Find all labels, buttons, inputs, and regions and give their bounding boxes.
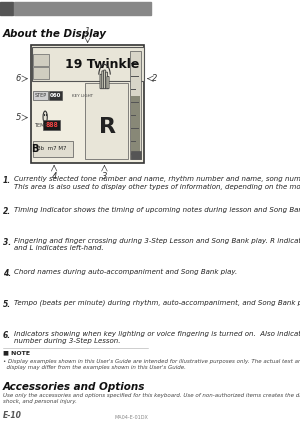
Text: ■ NOTE: ■ NOTE (3, 351, 30, 356)
Text: 888: 888 (45, 122, 58, 128)
Bar (131, 75, 139, 77)
Text: 2: 2 (152, 74, 157, 83)
Text: 060: 060 (50, 93, 61, 98)
Text: B: B (31, 144, 38, 154)
Bar (131, 128, 139, 129)
Bar (33, 53, 49, 66)
Bar (130, 96, 140, 159)
Text: Bb  m7 M7: Bb m7 M7 (37, 146, 67, 151)
Text: 3: 3 (102, 172, 107, 181)
Text: 4: 4 (51, 172, 57, 181)
Bar (130, 51, 141, 159)
FancyBboxPatch shape (100, 74, 102, 89)
Text: R: R (99, 117, 116, 137)
Text: 1: 1 (85, 27, 90, 36)
Text: 1.: 1. (3, 176, 11, 185)
Text: 6: 6 (16, 74, 21, 83)
Text: 4.: 4. (3, 269, 11, 278)
Bar (131, 63, 137, 64)
Bar (85, 83, 128, 159)
Circle shape (43, 111, 47, 123)
Bar (0, 2, 11, 15)
Text: Chord names during auto-accompaniment and Song Bank play.: Chord names during auto-accompaniment an… (14, 269, 238, 275)
Bar (33, 141, 74, 157)
Bar (11, 2, 13, 15)
Bar (32, 47, 143, 81)
FancyBboxPatch shape (31, 45, 144, 163)
Bar (33, 67, 49, 79)
Text: 5: 5 (16, 113, 21, 122)
Text: Fingering and finger crossing during 3-Step Lesson and Song Bank play. R indicat: Fingering and finger crossing during 3-S… (14, 238, 300, 251)
Text: E-10: E-10 (3, 411, 22, 420)
Text: Use only the accessories and options specified for this keyboard. Use of non-aut: Use only the accessories and options spe… (3, 393, 300, 404)
Bar (131, 153, 139, 155)
Bar (131, 102, 139, 103)
Text: Timing Indicator shows the timing of upcoming notes during lesson and Song Bank : Timing Indicator shows the timing of upc… (14, 207, 300, 213)
Text: • Display examples shown in this User's Guide are intended for illustrative purp: • Display examples shown in this User's … (3, 359, 300, 370)
Text: Tempo (beats per minute) during rhythm, auto-accompaniment, and Song Bank play.: Tempo (beats per minute) during rhythm, … (14, 300, 300, 307)
Bar (131, 89, 137, 90)
Bar (43, 120, 60, 130)
Text: MA04-E-01DX: MA04-E-01DX (114, 415, 148, 420)
Bar (131, 140, 137, 142)
Text: 6.: 6. (3, 331, 11, 340)
FancyBboxPatch shape (105, 72, 107, 89)
Bar (14, 2, 151, 15)
Bar (131, 114, 137, 116)
Text: 5.: 5. (3, 300, 11, 309)
Text: Accessories and Options: Accessories and Options (3, 382, 146, 393)
FancyBboxPatch shape (107, 76, 109, 89)
Text: 2.: 2. (3, 207, 11, 216)
Text: STEP: STEP (34, 93, 46, 98)
FancyBboxPatch shape (102, 71, 104, 89)
FancyBboxPatch shape (103, 70, 106, 89)
Bar (130, 151, 141, 159)
Text: About the Display: About the Display (3, 29, 107, 39)
Text: Currently selected tone number and name, rhythm number and name, song number and: Currently selected tone number and name,… (14, 176, 300, 190)
Bar (49, 91, 62, 100)
Bar (33, 91, 48, 100)
Text: 19 Twinkle: 19 Twinkle (65, 58, 140, 71)
Text: TEMPO=: TEMPO= (34, 123, 55, 128)
Text: Indicators showing when key lighting or voice fingering is turned on.  Also indi: Indicators showing when key lighting or … (14, 331, 300, 344)
Text: 3.: 3. (3, 238, 11, 247)
Text: KEY LIGHT: KEY LIGHT (72, 94, 94, 98)
